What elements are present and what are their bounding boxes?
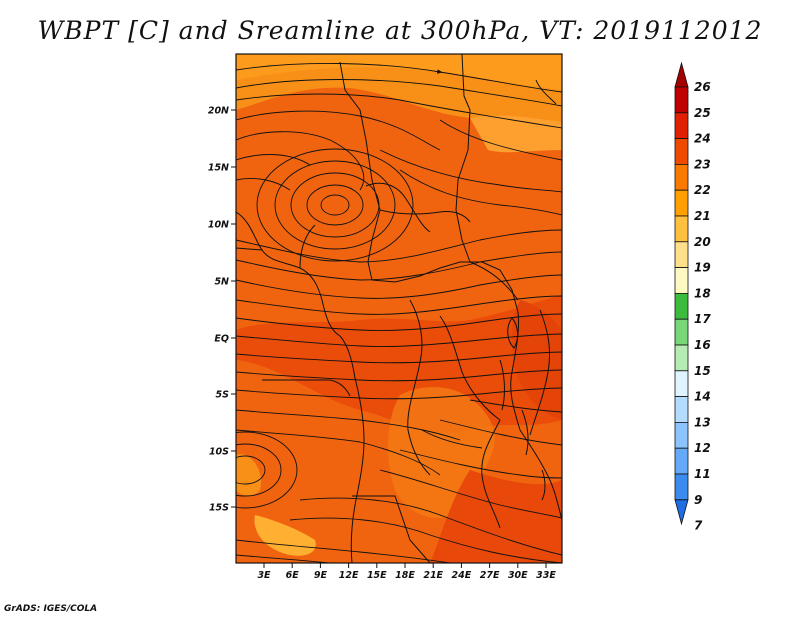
colorbar-box [674, 318, 689, 346]
lon-tick-label: 24E [452, 570, 472, 581]
colorbar-box [674, 447, 689, 475]
colorbar-bottom-arrow [674, 499, 689, 526]
colorbar-box [674, 396, 689, 423]
colorbar-box [674, 267, 689, 294]
colorbar-label: 12 [694, 441, 711, 455]
streamlines [236, 62, 562, 563]
lon-tick-label: 18E [395, 570, 415, 581]
colorbar-label: 14 [694, 390, 711, 404]
colorbar-label: 23 [694, 157, 711, 171]
colorbar-box [674, 163, 689, 191]
colorbar-label: 18 [694, 286, 711, 300]
lon-tick-label: 9E [314, 570, 328, 581]
colorbar-label: 22 [694, 183, 711, 197]
colorbar-box [674, 112, 689, 140]
colorbar-box [674, 241, 689, 269]
colorbar-box [674, 292, 689, 320]
lat-tick-label: 20N [208, 106, 229, 117]
lon-tick-label: 30E [508, 570, 528, 581]
colorbar-box [674, 215, 689, 243]
colorbar-label: 24 [694, 132, 711, 146]
colorbar-box [674, 421, 689, 449]
lon-tick-label: 21E [423, 570, 443, 581]
colorbar-box [674, 189, 689, 217]
colorbar-label: 9 [694, 493, 702, 507]
colorbar-box [674, 473, 689, 501]
lat-tick-label: EQ [214, 334, 229, 345]
lon-tick-label: 3E [257, 570, 271, 581]
colorbar: 26 25 24 23 22 21 20 19 18 17 16 15 14 13 12 11 9 7 [674, 61, 711, 533]
colorbar-label: 26 [694, 80, 711, 94]
colorbar-label: 25 [694, 106, 711, 120]
lakes [499, 317, 546, 501]
colorbar-label: 20 [694, 235, 711, 249]
lat-tick-label: 15N [208, 163, 229, 174]
lat-tick-label: 15S [209, 503, 229, 514]
colorbar-label: 13 [694, 415, 711, 429]
lat-tick-label: 5S [216, 390, 230, 401]
lon-tick-label: 27E [480, 570, 500, 581]
colorbar-label: 15 [694, 364, 711, 378]
longitude-axis: 3E 6E 9E 12E 15E 18E 21E 24E 27E 30E 33E [257, 563, 556, 581]
chart-title: WBPT [C] and Sreamline at 300hPa, VT: 20… [37, 16, 763, 45]
colorbar-box [674, 138, 689, 165]
latitude-axis: 20N 15N 10N 5N EQ 5S 10S 15S [208, 106, 236, 514]
colorbar-box [674, 370, 689, 397]
lat-tick-label: 10S [209, 447, 229, 458]
lon-tick-label: 15E [367, 570, 387, 581]
colorbar-top-arrow [674, 61, 689, 88]
colorbar-label: 7 [694, 519, 703, 533]
colorbar-label: 11 [694, 467, 711, 481]
wbpt-field [236, 54, 562, 563]
colorbar-label: 21 [694, 209, 711, 223]
lon-tick-label: 12E [339, 570, 359, 581]
colorbar-label: 16 [694, 338, 711, 352]
colorbar-box [674, 86, 689, 114]
lon-tick-label: 33E [536, 570, 556, 581]
credit-label: GrADS: IGES/COLA [4, 604, 98, 614]
colorbar-label: 17 [694, 312, 711, 326]
country-borders [236, 54, 562, 563]
colorbar-label: 19 [694, 261, 711, 275]
map-frame [235, 53, 563, 564]
lat-tick-label: 5N [214, 277, 229, 288]
lat-tick-label: 10N [208, 220, 229, 231]
colorbar-box [674, 344, 689, 372]
lon-tick-label: 6E [286, 570, 300, 581]
